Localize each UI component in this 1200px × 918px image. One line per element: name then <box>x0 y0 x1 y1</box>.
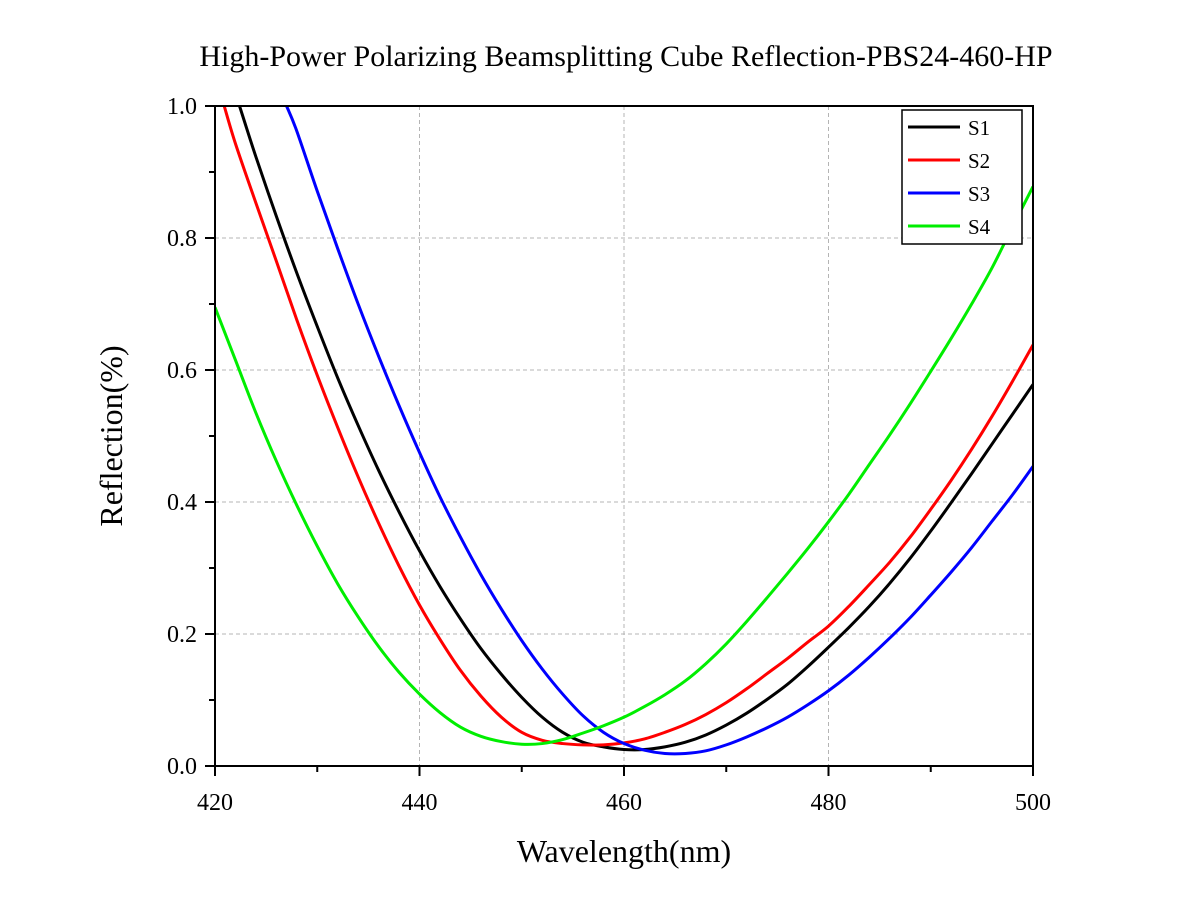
series-line-s1 <box>238 106 1033 752</box>
x-tick-label: 420 <box>197 790 233 816</box>
y-tick-labels: 0.0 0.2 0.4 0.6 0.8 1.0 <box>167 94 197 780</box>
axis-ticks <box>205 105 1034 776</box>
series-line-s3 <box>285 106 1033 756</box>
series-line-s4 <box>215 185 1033 746</box>
legend-box <box>901 109 1023 245</box>
y-tick-label: 1.0 <box>167 94 197 120</box>
y-tick-label: 0.6 <box>167 358 197 384</box>
grid-lines <box>215 106 1033 766</box>
y-tick-label: 0.2 <box>167 622 197 648</box>
plot-series <box>215 106 1033 756</box>
y-tick-label: 0.8 <box>167 226 197 252</box>
x-tick-label: 480 <box>811 790 847 816</box>
chart-title: High-Power Polarizing Beamsplitting Cube… <box>199 40 1052 73</box>
x-tick-label: 460 <box>606 790 642 816</box>
y-tick-label: 0.0 <box>167 754 197 780</box>
legend-label-s2: S2 <box>968 149 990 173</box>
x-tick-label: 440 <box>402 790 438 816</box>
x-tick-label: 500 <box>1015 790 1051 816</box>
legend-label-s4: S4 <box>968 215 991 239</box>
x-axis-label: Wavelength(nm) <box>517 833 731 869</box>
legend: S1 S2 S3 S4 <box>901 109 1023 245</box>
legend-label-s3: S3 <box>968 182 990 206</box>
legend-label-s1: S1 <box>968 116 990 140</box>
y-axis-label: Reflection(%) <box>93 345 129 526</box>
y-tick-label: 0.4 <box>167 490 197 516</box>
x-tick-labels: 420 440 460 480 500 <box>197 790 1051 816</box>
